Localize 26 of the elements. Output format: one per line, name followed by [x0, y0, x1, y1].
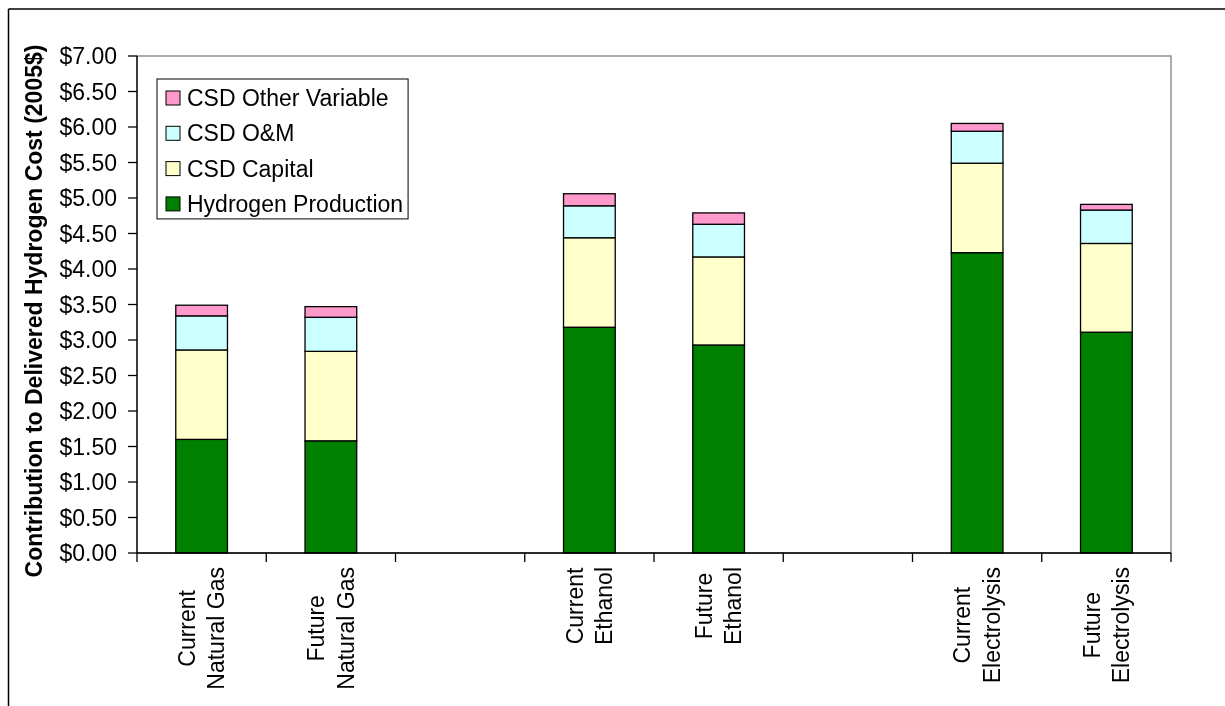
y-tick-label: $2.00	[59, 398, 117, 425]
y-tick-label: $3.50	[59, 291, 117, 318]
y-tick-label: $3.00	[59, 327, 117, 354]
y-axis-title: Contribution to Delivered Hydrogen Cost (2005$)	[21, 44, 47, 578]
y-tick-label: $2.50	[59, 362, 117, 389]
y-tick-label: $0.50	[59, 504, 117, 531]
x-tick-label: Future Ethanol	[690, 567, 747, 646]
x-tick-label: Current Electrolysis	[949, 567, 1005, 684]
y-tick-label: $1.50	[59, 433, 117, 460]
y-tick-label: $6.00	[59, 114, 117, 141]
x-tick-label: Current Ethanol	[561, 567, 618, 646]
x-tick-label: Future Electrolysis	[1078, 567, 1135, 684]
x-tick-label: Current Natural Gas	[173, 567, 230, 690]
legend-label: CSD Capital	[187, 155, 314, 182]
y-tick-label: $5.00	[59, 185, 117, 212]
x-tick-label: Future Natural Gas	[303, 567, 359, 690]
y-tick-label: $1.00	[59, 469, 117, 496]
y-tick-label: $6.50	[59, 78, 117, 105]
y-tick-label: $4.50	[59, 220, 117, 247]
y-tick-label: $5.50	[59, 149, 117, 176]
y-tick-label: $4.00	[59, 256, 117, 283]
legend-label: CSD Other Variable	[187, 85, 389, 112]
y-tick-label: $7.00	[59, 43, 117, 70]
legend-label: Hydrogen Production	[187, 190, 404, 217]
legend-label: CSD O&M	[187, 120, 295, 147]
y-tick-label: $0.00	[59, 540, 117, 567]
